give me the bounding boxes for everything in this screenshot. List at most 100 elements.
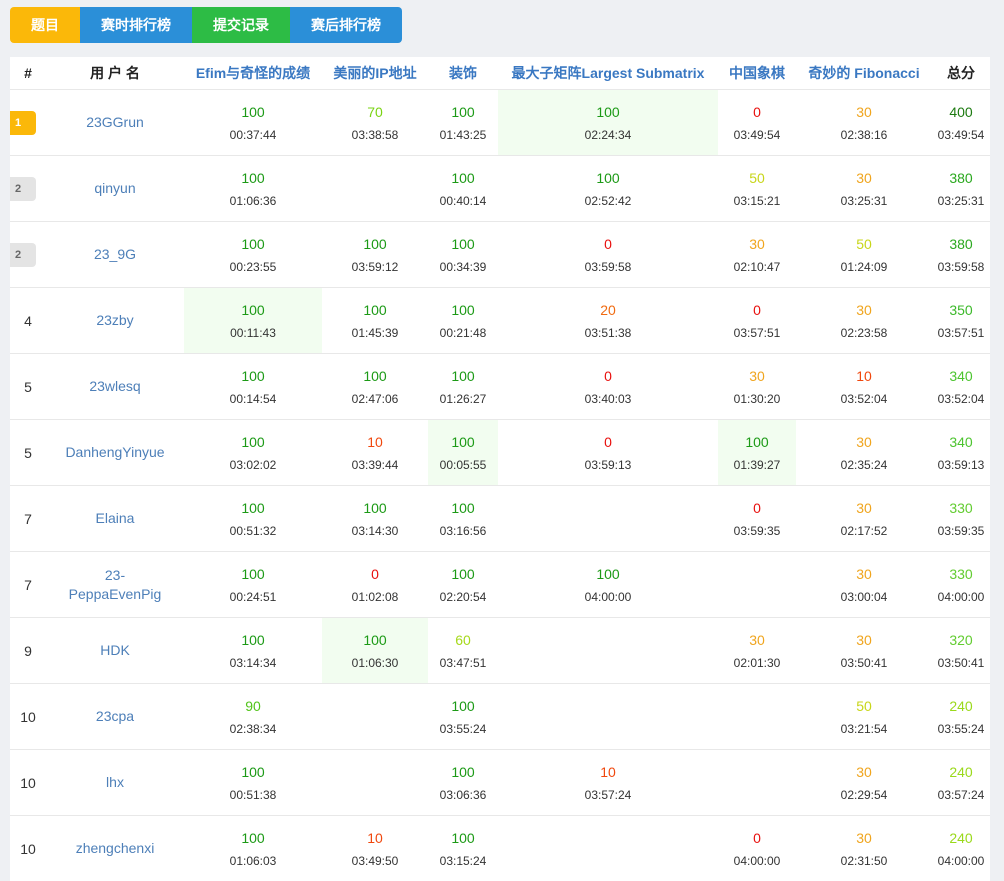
table-row: 7 Elaina 100 00:51:32 100 03:14:30 100 03:16:56… xyxy=(10,485,990,552)
score: 100 xyxy=(596,103,620,120)
username-link[interactable]: 23wlesq xyxy=(89,378,141,394)
submission-time: 00:05:55 xyxy=(439,457,487,472)
username-link[interactable]: 23cpa xyxy=(95,708,135,724)
tab-problems[interactable]: 题目 xyxy=(10,7,80,43)
problem-score-cell: 0 03:59:13 xyxy=(498,419,718,486)
problem-header-link[interactable]: 奇妙的 Fibonacci xyxy=(796,57,932,90)
problem-score-cell: 100 00:51:32 xyxy=(184,485,322,552)
problem-score-cell: 100 02:52:42 xyxy=(498,155,718,222)
problem-header-link[interactable]: 中国象棋 xyxy=(718,57,796,90)
username-cell: 23cpa xyxy=(46,683,184,750)
submission-time: 02:24:34 xyxy=(584,127,632,142)
problem-score-cell: 10 03:57:24 xyxy=(498,749,718,816)
total-score: 330 xyxy=(949,499,973,516)
problem-score-cell: 50 03:21:54 xyxy=(796,683,932,750)
score: 30 xyxy=(856,103,872,120)
submission-time: 01:06:30 xyxy=(351,655,399,670)
problem-score-cell: 100 01:06:30 xyxy=(322,617,428,684)
problem-score-cell: 100 00:21:48 xyxy=(428,287,498,354)
submission-time: 00:14:54 xyxy=(229,391,277,406)
username-link[interactable]: Elaina xyxy=(95,510,135,526)
problem-score-cell: 100 03:15:24 xyxy=(428,815,498,881)
submission-time: 02:29:54 xyxy=(840,787,888,802)
tab-submissions[interactable]: 提交记录 xyxy=(192,7,290,43)
problem-score-cell: 100 01:26:27 xyxy=(428,353,498,420)
problem-header-link[interactable]: 美丽的IP地址 xyxy=(322,57,428,90)
username-link[interactable]: DanhengYinyue xyxy=(65,444,165,460)
score: 30 xyxy=(856,499,872,516)
score: 10 xyxy=(367,829,383,846)
submission-time: 02:01:30 xyxy=(733,655,781,670)
submission-time: 01:06:03 xyxy=(229,853,277,868)
username-link[interactable]: lhx xyxy=(106,774,124,790)
problem-score-cell: 100 02:20:54 xyxy=(428,551,498,618)
rank-header: # xyxy=(10,57,46,90)
rank-cell: 10 xyxy=(10,683,46,750)
rank-cell: 7 xyxy=(10,551,46,618)
score: 100 xyxy=(241,433,265,450)
score: 0 xyxy=(604,433,612,450)
problem-score-cell: 100 00:11:43 xyxy=(184,287,322,354)
problem-score-cell: 100 01:39:27 xyxy=(718,419,796,486)
submission-time: 03:40:03 xyxy=(584,391,632,406)
submission-time: 00:23:55 xyxy=(229,259,277,274)
problem-score-cell: 0 03:40:03 xyxy=(498,353,718,420)
submission-time: 03:39:44 xyxy=(351,457,399,472)
nav-tabs: 题目 赛时排行榜 提交记录 赛后排行榜 xyxy=(10,7,402,43)
submission-time: 03:51:38 xyxy=(584,325,632,340)
score: 100 xyxy=(363,367,387,384)
problem-score-cell xyxy=(498,683,718,750)
submission-time: 03:49:50 xyxy=(351,853,399,868)
username-link[interactable]: 23zby xyxy=(96,312,134,328)
problem-header-link[interactable]: Efim与奇怪的成绩 xyxy=(184,57,322,90)
table-row: 5 DanhengYinyue 100 03:02:02 10 03:39:44 100 00… xyxy=(10,419,990,486)
submission-time: 00:34:39 xyxy=(439,259,487,274)
total-score: 330 xyxy=(949,565,973,582)
problem-header-link[interactable]: 装饰 xyxy=(428,57,498,90)
username-link[interactable]: 23_9G xyxy=(93,246,137,262)
problem-score-cell: 20 03:51:38 xyxy=(498,287,718,354)
submission-time: 01:06:36 xyxy=(229,193,277,208)
total-score: 240 xyxy=(949,697,973,714)
problem-score-cell: 100 01:45:39 xyxy=(322,287,428,354)
submission-time: 04:00:00 xyxy=(584,589,632,604)
username-link[interactable]: 23GGrun xyxy=(86,114,144,130)
submission-time: 03:49:54 xyxy=(733,127,781,142)
score: 100 xyxy=(241,301,265,318)
rank-number: 7 xyxy=(24,576,32,593)
submission-time: 02:38:34 xyxy=(229,721,277,736)
rank-cell: 2 xyxy=(10,155,46,222)
total-score-cell: 330 03:59:35 xyxy=(932,485,990,552)
username-link[interactable]: qinyun xyxy=(94,180,136,196)
username-cell: HDK xyxy=(46,617,184,684)
submission-time: 02:23:58 xyxy=(840,325,888,340)
score: 100 xyxy=(451,103,475,120)
rank-number: 5 xyxy=(24,444,32,461)
problem-score-cell: 30 03:00:04 xyxy=(796,551,932,618)
rank-number: 7 xyxy=(24,510,32,527)
submission-time: 02:35:24 xyxy=(840,457,888,472)
username-link[interactable]: zhengchenxi xyxy=(75,840,155,856)
score: 100 xyxy=(451,301,475,318)
rank-number: 4 xyxy=(24,312,32,329)
username-link[interactable]: 23-PeppaEvenPig xyxy=(68,566,162,602)
problem-score-cell: 30 02:10:47 xyxy=(718,221,796,288)
submission-time: 04:00:00 xyxy=(937,853,985,868)
score: 90 xyxy=(245,697,261,714)
problem-score-cell xyxy=(718,749,796,816)
problem-score-cell: 100 03:02:02 xyxy=(184,419,322,486)
problem-header-link[interactable]: 最大子矩阵Largest Submatrix xyxy=(498,57,718,90)
rank-number: 9 xyxy=(24,642,32,659)
submission-time: 03:59:35 xyxy=(733,523,781,538)
username-link[interactable]: HDK xyxy=(100,642,130,658)
problem-score-cell: 30 02:17:52 xyxy=(796,485,932,552)
rank-badge: 1 xyxy=(10,111,36,135)
submission-time: 00:11:43 xyxy=(230,325,276,340)
tab-final-ranking[interactable]: 赛后排行榜 xyxy=(290,7,402,43)
score: 100 xyxy=(451,697,475,714)
problem-score-cell: 30 02:38:16 xyxy=(796,89,932,156)
problem-score-cell: 100 03:55:24 xyxy=(428,683,498,750)
submission-time: 03:59:13 xyxy=(584,457,632,472)
problem-score-cell: 100 00:05:55 xyxy=(428,419,498,486)
tab-live-ranking[interactable]: 赛时排行榜 xyxy=(80,7,192,43)
